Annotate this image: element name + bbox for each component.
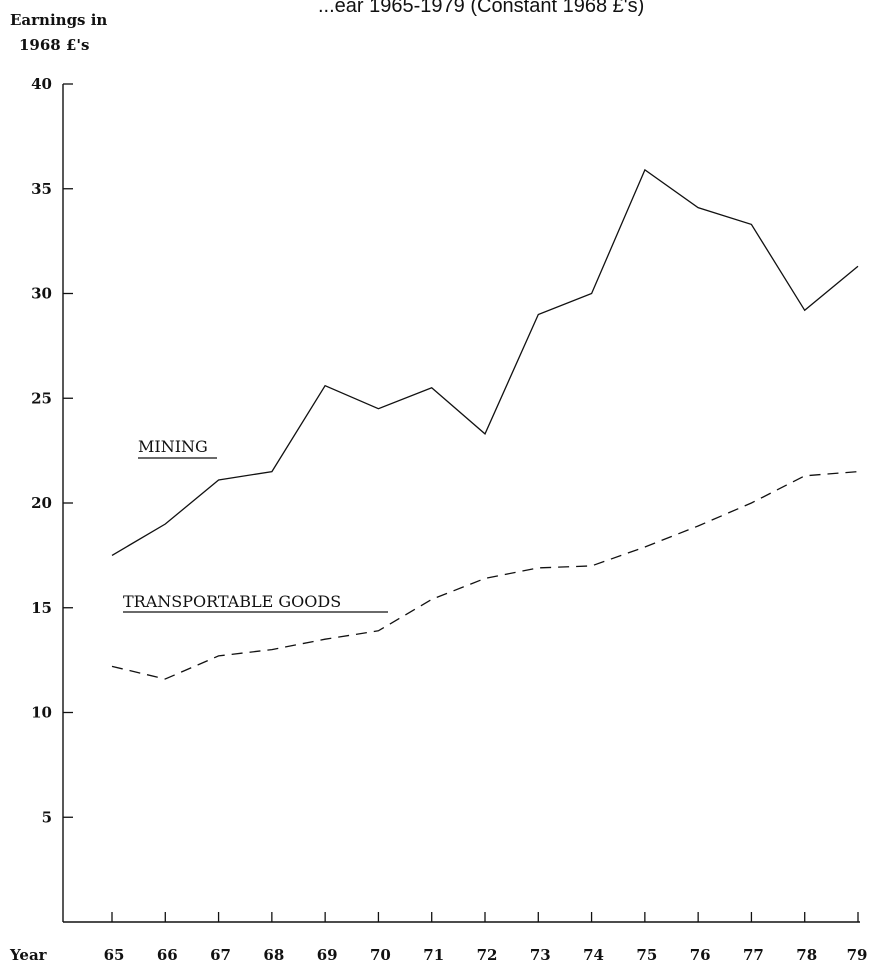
y-tick-label: 5 — [42, 808, 52, 826]
series-label-mining: MINING — [138, 437, 208, 456]
y-tick-label: 30 — [31, 285, 52, 303]
x-tick-label: 69 — [317, 946, 338, 964]
y-tick-label: 15 — [31, 599, 52, 617]
y-axis-title-line2: 1968 £'s — [19, 36, 89, 54]
x-tick-label: 66 — [157, 946, 178, 964]
y-axis-title-line1: Earnings in — [10, 11, 107, 29]
x-tick-label: 73 — [530, 946, 551, 964]
y-tick-label: 35 — [31, 180, 52, 198]
x-tick-label: 76 — [690, 946, 711, 964]
x-tick-label: 79 — [847, 946, 868, 964]
x-ticks: 65 66 67 68 69 70 71 72 73 74 75 76 77 78 79 — [104, 912, 868, 964]
y-tick-label: 40 — [31, 75, 52, 93]
x-tick-label: 68 — [263, 946, 284, 964]
x-tick-label: 75 — [636, 946, 657, 964]
x-tick-label: 72 — [477, 946, 498, 964]
y-tick-label: 10 — [31, 704, 52, 722]
x-axis-title: Year — [9, 946, 48, 964]
series-label-transportable-goods: TRANSPORTABLE GOODS — [123, 592, 341, 611]
y-tick-label: 20 — [31, 494, 52, 512]
series-line-mining — [111, 168, 859, 556]
y-tick-label: 25 — [31, 389, 52, 407]
x-tick-label: 78 — [796, 946, 817, 964]
y-ticks: 5 10 15 20 25 30 35 40 — [31, 75, 73, 826]
chart-title: ...ear 1965-1979 (Constant 1968 £'s) — [318, 0, 644, 17]
series-line-transportable-goods — [111, 470, 859, 680]
x-tick-label: 67 — [210, 946, 231, 964]
x-tick-label: 70 — [370, 946, 391, 964]
x-tick-label: 71 — [423, 946, 444, 964]
x-tick-label: 74 — [583, 946, 604, 964]
x-tick-label: 77 — [743, 946, 764, 964]
x-tick-label: 65 — [104, 946, 125, 964]
